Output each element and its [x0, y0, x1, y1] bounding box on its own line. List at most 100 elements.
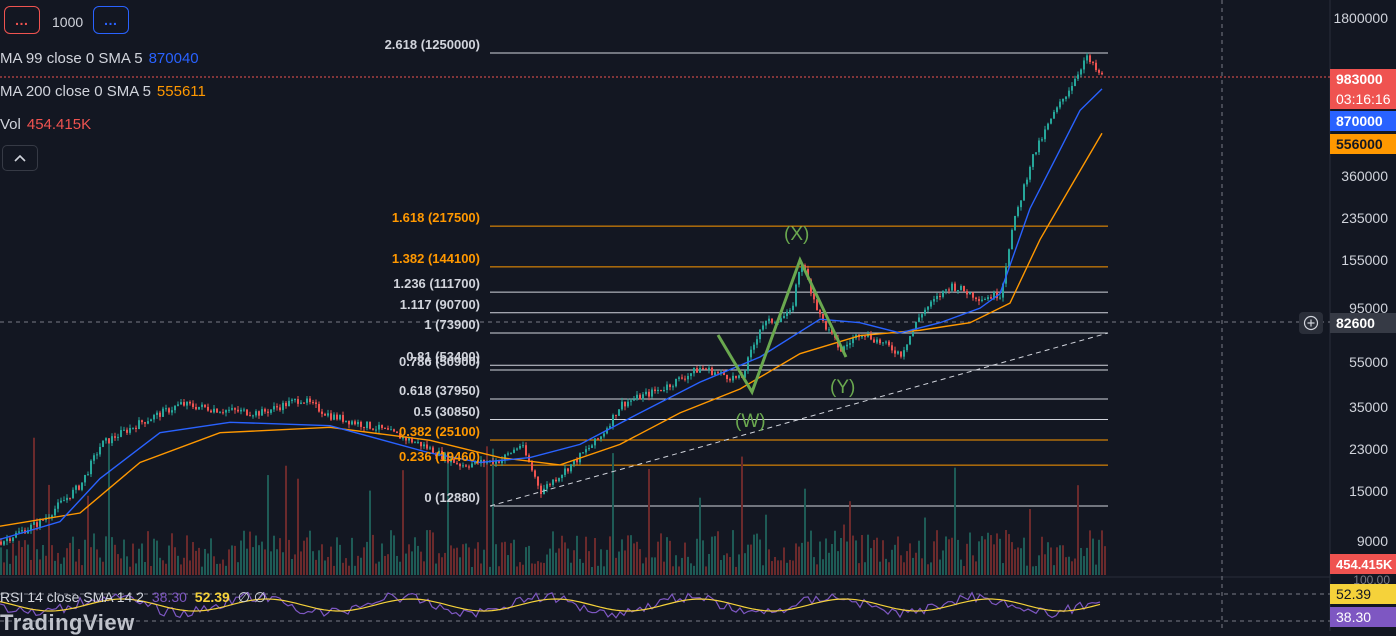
legend-ma200[interactable]: MA 200 close 0 SMA 5 555611 [0, 83, 206, 100]
candle-body [864, 335, 866, 337]
ma200-line [0, 132, 1103, 527]
volume-bar [381, 543, 383, 575]
volume-bar [651, 557, 653, 575]
next-symbol-button[interactable]: … [93, 6, 129, 34]
rsi-sma-tag: 52.39 [1330, 584, 1396, 604]
volume-bar [351, 537, 353, 575]
volume-bar [1059, 545, 1061, 575]
volume-bar [873, 539, 875, 575]
volume-bar [582, 562, 584, 575]
tradingview-logo[interactable]: TradingView [0, 610, 135, 636]
candle-body [822, 313, 824, 322]
candle-body [534, 470, 536, 477]
price-tick-8: 15000 [1349, 482, 1388, 499]
candle-body [702, 368, 704, 370]
volume-bar [834, 530, 836, 575]
volume-bar [696, 538, 698, 575]
volume-bar [567, 548, 569, 575]
volume-bar [579, 558, 581, 575]
candle-body [789, 310, 791, 312]
volume-bar [918, 540, 920, 575]
candle-body [558, 478, 560, 482]
volume-bar [684, 542, 686, 575]
candle-body [99, 446, 101, 455]
volume-bar [246, 548, 248, 575]
volume-bar [768, 549, 770, 575]
ma99-line [0, 88, 1103, 540]
candle-body [591, 445, 593, 448]
volume-bar [921, 558, 923, 575]
wave-label-y: (Y) [830, 377, 856, 398]
candle-body [117, 436, 119, 438]
candle-body [159, 412, 161, 417]
prev-symbol-button[interactable]: … [4, 6, 40, 34]
legend-ma200-name: MA 200 close 0 SMA 5 [0, 83, 151, 100]
candle-body [402, 436, 404, 439]
candle-body [1071, 85, 1073, 91]
candle-body [957, 289, 959, 291]
volume-bar [801, 542, 803, 575]
volume-bar [735, 566, 737, 575]
candle-body [93, 455, 95, 461]
candle-body [1047, 123, 1049, 130]
legend-ma99[interactable]: MA 99 close 0 SMA 5 870040 [0, 50, 199, 67]
candle-body [960, 285, 962, 290]
volume-bar [672, 566, 674, 575]
candle-body [465, 465, 467, 467]
candle-body [201, 404, 203, 407]
candle-body [549, 484, 551, 486]
collapse-legend-button[interactable] [2, 145, 38, 171]
candle-body [213, 408, 215, 413]
volume-bar [1062, 545, 1064, 575]
candle-body [417, 441, 419, 443]
volume-bar [303, 540, 305, 575]
candle-body [546, 484, 548, 489]
candle-body [204, 404, 206, 407]
volume-bar [639, 549, 641, 575]
volume-bar [816, 564, 818, 575]
volume-bar [525, 547, 527, 575]
rsi-legend[interactable]: RSI 14 close SMA 14 2 38.30 52.39 ∅ ∅ [0, 589, 266, 606]
interval-label[interactable]: 1000 [52, 14, 84, 30]
volume-bar [12, 543, 14, 575]
volume-bar [891, 549, 893, 575]
volume-bar [48, 484, 50, 575]
volume-bar [630, 535, 632, 575]
legend-volume[interactable]: Vol 454.415K [0, 116, 91, 133]
volume-bar [540, 562, 542, 575]
wave-label-w: (W) [735, 411, 766, 432]
volume-bar [621, 539, 623, 575]
candle-body [693, 368, 695, 374]
legend-ma99-value: 870040 [148, 50, 199, 67]
candle-body [270, 409, 272, 413]
volume-bar [339, 544, 341, 575]
candle-body [990, 297, 992, 299]
volume-bar [1074, 558, 1076, 575]
candle-body [222, 412, 224, 414]
volume-bar [159, 557, 161, 575]
volume-bar [204, 548, 206, 575]
candle-body [1089, 55, 1091, 62]
volume-bar [750, 544, 752, 575]
candle-body [765, 321, 767, 326]
volume-bar [162, 560, 164, 575]
candle-body [471, 463, 473, 468]
candle-body [216, 408, 218, 413]
candle-body [423, 444, 425, 447]
volume-bar [789, 559, 791, 575]
volume-bar [321, 544, 323, 575]
volume-bar [300, 551, 302, 575]
fib-label-6: 0.81 (53400) [406, 349, 480, 365]
candle-body [939, 295, 941, 297]
candle-body [738, 375, 740, 378]
volume-bar [558, 548, 560, 575]
candle-body [183, 402, 185, 406]
add-alert-button[interactable] [1299, 312, 1323, 334]
candle-body [165, 408, 167, 410]
volume-bar [219, 563, 221, 575]
next-symbol-label: … [103, 12, 119, 28]
volume-bar [228, 549, 230, 575]
candle-body [885, 341, 887, 343]
volume-bar [177, 555, 179, 575]
